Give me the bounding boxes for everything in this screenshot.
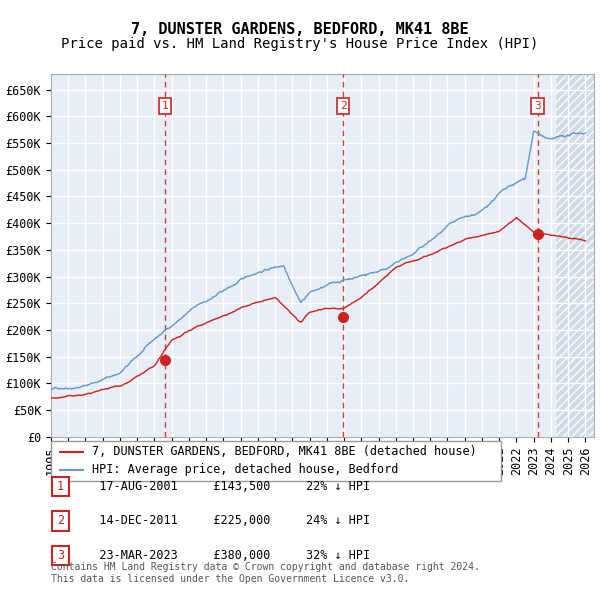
FancyBboxPatch shape: [52, 477, 69, 496]
FancyBboxPatch shape: [52, 546, 69, 565]
Text: 1: 1: [57, 480, 64, 493]
Text: 17-AUG-2001     £143,500     22% ↓ HPI: 17-AUG-2001 £143,500 22% ↓ HPI: [78, 480, 370, 493]
Text: HPI: Average price, detached house, Bedford: HPI: Average price, detached house, Bedf…: [91, 463, 398, 476]
Bar: [555, 74, 594, 437]
Text: 7, DUNSTER GARDENS, BEDFORD, MK41 8BE: 7, DUNSTER GARDENS, BEDFORD, MK41 8BE: [131, 22, 469, 37]
Text: 3: 3: [57, 549, 64, 562]
Text: 3: 3: [534, 101, 541, 111]
Text: 2: 2: [340, 101, 347, 111]
Text: 2: 2: [57, 514, 64, 527]
Text: Contains HM Land Registry data © Crown copyright and database right 2024.
This d: Contains HM Land Registry data © Crown c…: [51, 562, 480, 584]
FancyBboxPatch shape: [51, 441, 501, 481]
FancyBboxPatch shape: [52, 512, 69, 530]
Text: 7, DUNSTER GARDENS, BEDFORD, MK41 8BE (detached house): 7, DUNSTER GARDENS, BEDFORD, MK41 8BE (d…: [91, 445, 476, 458]
Text: 1: 1: [162, 101, 169, 111]
Text: 23-MAR-2023     £380,000     32% ↓ HPI: 23-MAR-2023 £380,000 32% ↓ HPI: [78, 549, 370, 562]
Text: 14-DEC-2011     £225,000     24% ↓ HPI: 14-DEC-2011 £225,000 24% ↓ HPI: [78, 514, 370, 527]
Bar: [555, 74, 594, 437]
Text: Price paid vs. HM Land Registry's House Price Index (HPI): Price paid vs. HM Land Registry's House …: [61, 37, 539, 51]
